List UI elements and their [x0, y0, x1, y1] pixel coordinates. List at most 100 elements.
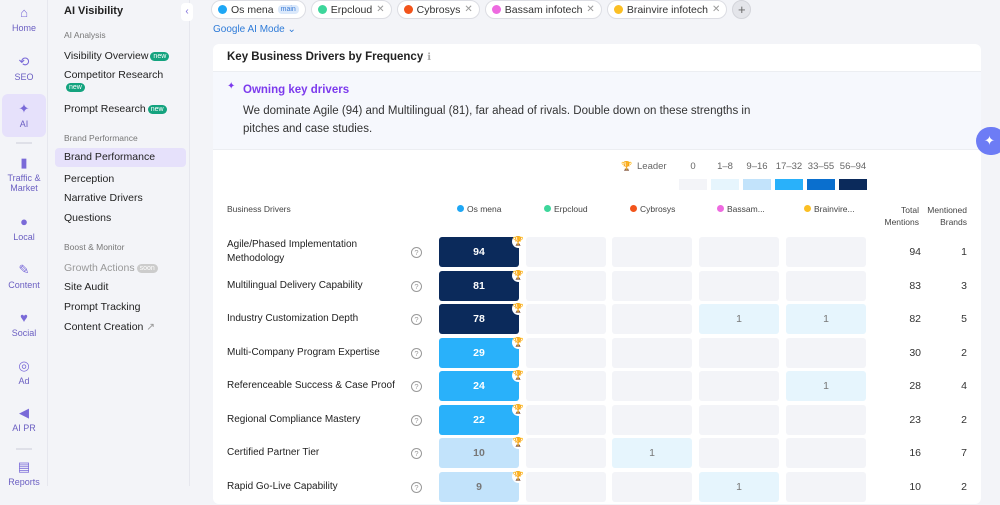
heat-cell[interactable]: 1 [612, 438, 692, 468]
sidebar-item-label: Content Creation [64, 321, 144, 333]
rail-item-ai[interactable]: ✦ AI [2, 94, 46, 137]
cell-value: 1 [823, 313, 829, 325]
brand-chip[interactable]: Brainvire infotech ✕ [606, 0, 728, 19]
brand-chip[interactable]: Erpcloud ✕ [310, 0, 392, 19]
rail-item-ai-pr[interactable]: ◀ AI PR [2, 404, 46, 435]
brand-chip[interactable]: Cybrosys ✕ [396, 0, 480, 19]
sidebar-item-growth-actions[interactable]: Growth Actions soon [64, 262, 158, 274]
sidebar-item-questions[interactable]: Questions [64, 212, 111, 224]
rail-label: AI [19, 119, 29, 129]
brand-name: Bassam... [727, 204, 765, 214]
heat-cell[interactable] [526, 270, 606, 301]
rail-item-social[interactable]: ♥ Social [2, 309, 46, 340]
total-mentions: 16 [909, 447, 921, 459]
table-row: Multilingual Delivery Capability? 81 🏆 83 3 [213, 268, 981, 304]
heat-cell[interactable] [699, 371, 779, 401]
sidebar-item-competitor-research[interactable]: Competitor Research new [64, 69, 163, 93]
add-brand-button[interactable]: + [732, 0, 752, 19]
help-icon[interactable]: ? [411, 247, 422, 258]
brand-chip[interactable]: Bassam infotech ✕ [484, 0, 602, 19]
help-icon[interactable]: ? [411, 314, 422, 325]
rail-item-ad[interactable]: ◎ Ad [2, 357, 46, 388]
rail-item-seo[interactable]: ⟲ SEO [2, 53, 46, 84]
help-icon[interactable]: ? [411, 448, 422, 459]
heat-cell[interactable] [699, 438, 779, 468]
sidebar-item-prompt-tracking[interactable]: Prompt Tracking [64, 301, 140, 313]
heat-cell[interactable]: 94 🏆 [439, 235, 525, 267]
heat-cell[interactable] [699, 237, 779, 267]
help-icon[interactable]: ? [411, 481, 422, 493]
remove-brand-icon[interactable]: ✕ [464, 4, 473, 15]
col-header-brand: Os mena [457, 204, 502, 214]
heat-cell[interactable] [526, 471, 606, 502]
sidebar-item-site-audit[interactable]: Site Audit [64, 281, 108, 293]
heat-cell[interactable] [786, 438, 866, 468]
help-icon[interactable]: ? [411, 414, 422, 426]
info-icon[interactable]: ℹ [427, 52, 432, 63]
brand-name: Brainvire infotech [626, 3, 708, 16]
heat-cell[interactable]: 24 🏆 [439, 369, 525, 401]
heat-cell[interactable] [526, 304, 606, 334]
driver-name: Industry Customization Depth [227, 313, 359, 324]
heat-cell[interactable] [786, 237, 866, 267]
heat-cell[interactable] [699, 270, 779, 301]
seo-icon: ⟲ [18, 54, 30, 69]
ai-visibility-sidebar: AI Visibility AI Analysis Visibility Over… [48, 0, 190, 486]
remove-brand-icon[interactable]: ✕ [711, 4, 721, 15]
help-icon[interactable]: ? [411, 381, 422, 392]
heat-cell[interactable]: 1 [699, 471, 779, 502]
col-header-total: Total Mentions [884, 205, 920, 227]
rail-item-local[interactable]: ● Local [2, 213, 46, 244]
rail-item-content[interactable]: ✎ Content [2, 261, 46, 292]
ai-assistant-button[interactable]: ✦ [976, 127, 1000, 155]
heat-cell[interactable]: 1 [786, 371, 866, 401]
heat-cell[interactable] [526, 371, 606, 401]
heat-cell[interactable]: 22 🏆 [439, 402, 525, 435]
legend-swatch [839, 179, 867, 190]
heat-cell[interactable]: 81 🏆 [439, 268, 525, 301]
heat-cell[interactable] [612, 404, 692, 435]
heat-cell[interactable]: 29 🏆 [439, 335, 525, 368]
sidebar-item-content-creation[interactable]: Content Creation ↗ [64, 321, 155, 333]
heat-cell[interactable] [786, 337, 866, 368]
brand-chip[interactable]: Os mena main [211, 0, 306, 19]
sidebar-item-brand-performance[interactable]: Brand Performance [55, 148, 186, 167]
sidebar-item-prompt-research[interactable]: Prompt Research new [64, 103, 167, 115]
heat-cell[interactable] [526, 337, 606, 368]
heat-cell[interactable]: 10 🏆 [439, 436, 525, 468]
sidebar-item-narrative-drivers[interactable]: Narrative Drivers [64, 192, 143, 204]
heat-cell[interactable]: 9 🏆 [439, 469, 525, 502]
heat-cell[interactable] [526, 237, 606, 267]
heat-cell[interactable] [612, 471, 692, 502]
trophy-icon: 🏆 [512, 302, 525, 315]
rail-item-home[interactable]: ⌂ Home [2, 4, 46, 35]
heat-cell[interactable]: 78 🏆 [439, 302, 525, 334]
remove-brand-icon[interactable]: ✕ [376, 4, 385, 15]
heat-cell[interactable] [612, 237, 692, 267]
heat-cell[interactable] [699, 404, 779, 435]
heat-cell[interactable] [612, 371, 692, 401]
heat-cell[interactable] [612, 304, 692, 334]
heat-cell[interactable] [699, 337, 779, 368]
ai-mode-dropdown[interactable]: Google AI Mode ⌄ [213, 24, 296, 35]
remove-brand-icon[interactable]: ✕ [586, 4, 595, 15]
help-icon[interactable]: ? [411, 280, 422, 292]
sidebar-item-perception[interactable]: Perception [64, 173, 114, 185]
trophy-icon: 🏆 [621, 161, 633, 171]
heat-cell[interactable] [526, 404, 606, 435]
rail-item-reports[interactable]: ▤ Reports [2, 458, 46, 489]
heat-cell[interactable] [786, 471, 866, 502]
heat-cell[interactable] [786, 404, 866, 435]
heat-cell[interactable] [786, 270, 866, 301]
heat-cell[interactable]: 1 [786, 304, 866, 334]
collapse-sidebar-button[interactable]: ‹ [181, 3, 193, 21]
heat-cell[interactable] [612, 337, 692, 368]
heat-cell[interactable]: 1 [699, 304, 779, 334]
cursor-target-icon: ◎ [18, 358, 30, 373]
heat-cell[interactable] [526, 438, 606, 468]
help-icon[interactable]: ? [411, 347, 422, 359]
rail-item-traffic-market[interactable]: ▮ Traffic & Market [2, 154, 46, 195]
table-row: Certified Partner Tier? 10 🏆 1 16 7 [213, 436, 981, 471]
sidebar-item-visibility-overview[interactable]: Visibility Overview new [64, 50, 170, 62]
heat-cell[interactable] [612, 270, 692, 301]
